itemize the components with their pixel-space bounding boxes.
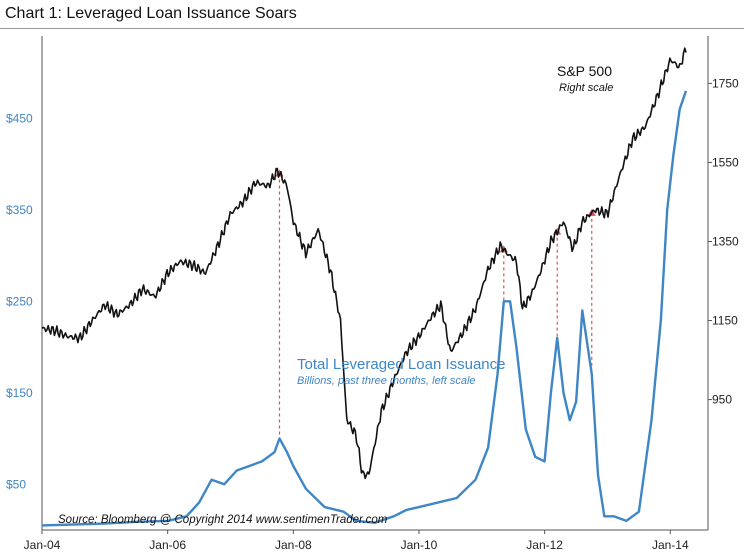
x-axis-ticks: Jan-04 Jan-06 Jan-08 Jan-10 Jan-12 Jan-14 (24, 530, 689, 552)
left-tick-label: $350 (6, 203, 33, 217)
sp500-line (41, 47, 687, 480)
x-tick-label: Jan-08 (275, 538, 312, 552)
peak-markers (275, 169, 596, 439)
left-tick-label: $450 (6, 111, 33, 125)
x-tick-label: Jan-04 (24, 538, 61, 552)
x-tick-label: Jan-06 (149, 538, 186, 552)
right-tick-label: 950 (712, 393, 732, 407)
right-axis-ticks: 950 1150 1350 1550 1750 (708, 76, 739, 407)
title-underline (0, 28, 744, 29)
plot-frame (41, 36, 709, 531)
source-note: Source: Bloomberg @ Copyright 2014 www.s… (58, 514, 388, 526)
right-tick-label: 1550 (712, 155, 739, 169)
loan-issuance-label: Total Leveraged Loan Issuance (297, 356, 505, 373)
x-tick-label: Jan-10 (401, 538, 438, 552)
series-group (41, 47, 688, 527)
right-tick-label: 1750 (712, 76, 739, 90)
right-tick-label: 1350 (712, 235, 739, 249)
x-tick-label: Jan-14 (652, 538, 689, 552)
right-tick-label: 1150 (712, 314, 738, 328)
sp500-label: S&P 500 (557, 63, 612, 79)
chart-title: Chart 1: Leveraged Loan Issuance Soars (5, 5, 297, 22)
left-axis-ticks: $50 $150 $250 $350 $450 (6, 111, 33, 491)
loan-issuance-sublabel: Billions, past three months, left scale (297, 375, 476, 387)
left-tick-label: $150 (6, 386, 33, 400)
x-tick-label: Jan-12 (526, 538, 563, 552)
loan-issuance-line (41, 90, 688, 527)
left-tick-label: $50 (6, 477, 26, 491)
sp500-sublabel: Right scale (559, 82, 613, 94)
left-tick-label: $250 (6, 294, 33, 308)
